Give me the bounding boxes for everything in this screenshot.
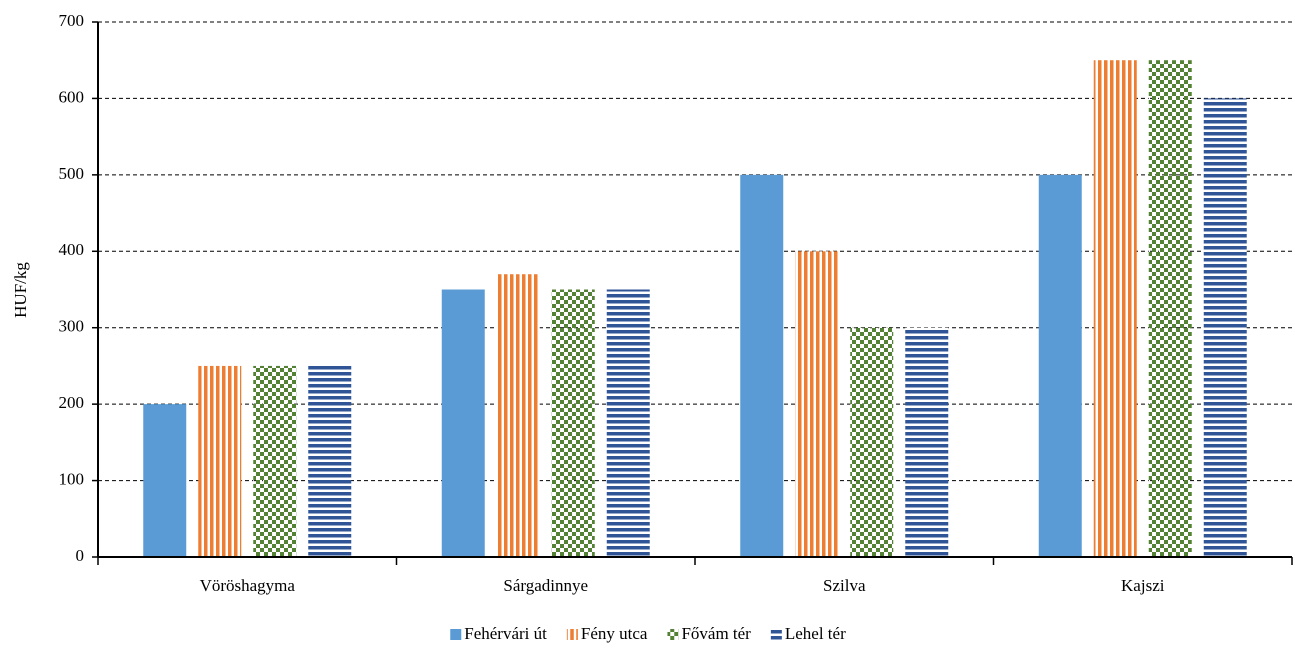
- legend-marker: [770, 629, 782, 640]
- legend-label: Fővám tér: [681, 624, 751, 643]
- x-tick-label: Vöröshagyma: [200, 576, 296, 595]
- bar: [253, 365, 297, 557]
- bar: [308, 365, 352, 557]
- bar: [1203, 98, 1247, 557]
- legend-label: Fehérvári út: [464, 624, 547, 643]
- x-tick-label: Sárgadinnye: [503, 576, 588, 595]
- bar: [1038, 174, 1082, 557]
- bar: [143, 404, 187, 557]
- bar: [551, 289, 595, 557]
- legend-label: Lehel tér: [785, 624, 846, 643]
- y-tick-label: 400: [59, 240, 85, 259]
- legend: Fehérvári út Fény utca Fővám tér Lehel tér: [450, 624, 846, 643]
- bar: [1148, 60, 1192, 557]
- y-tick-label: 200: [59, 393, 85, 412]
- y-axis-label: HUF/kg: [11, 262, 30, 318]
- bar: [198, 365, 242, 557]
- bar: [905, 327, 949, 557]
- y-tick-label: 600: [59, 87, 85, 106]
- bar: [740, 174, 784, 557]
- bar: [441, 289, 485, 557]
- bar: [606, 289, 650, 557]
- bar: [496, 274, 540, 557]
- x-tick-label: Kajszi: [1121, 576, 1165, 595]
- x-tick-label: Szilva: [823, 576, 866, 595]
- y-tick-label: 100: [59, 469, 85, 488]
- bar: [850, 327, 894, 557]
- y-tick-label: 300: [59, 317, 85, 336]
- bar: [1093, 60, 1137, 557]
- legend-marker: [667, 629, 679, 640]
- legend-marker: [450, 629, 462, 640]
- bar: [795, 251, 839, 558]
- legend-label: Fény utca: [581, 624, 648, 643]
- y-tick-label: 700: [59, 11, 85, 30]
- y-tick-label: 500: [59, 164, 85, 183]
- y-tick-label: 0: [76, 546, 85, 565]
- legend-marker: [566, 629, 578, 640]
